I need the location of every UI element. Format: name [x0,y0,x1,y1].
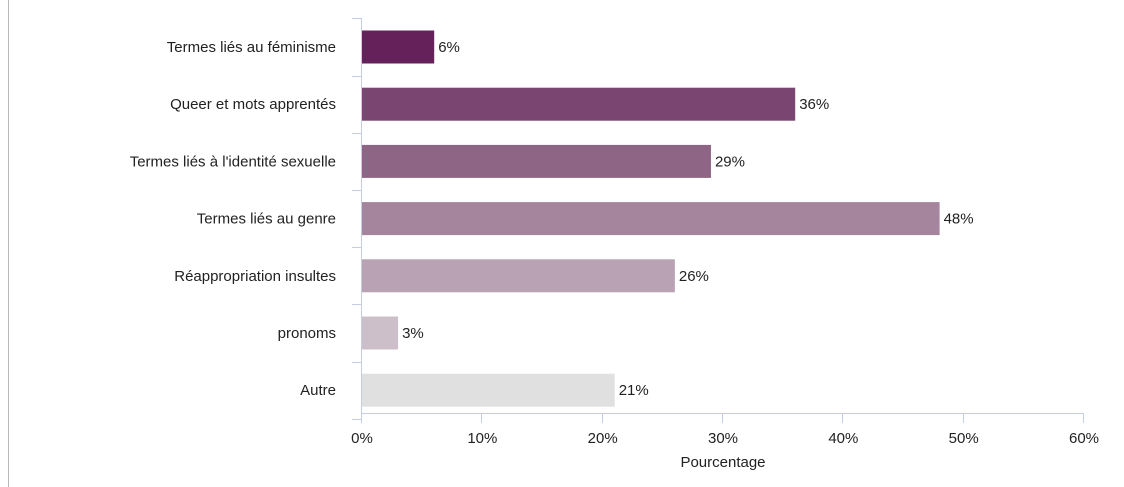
axes-group [352,18,1084,423]
category-label: Termes liés au féminisme [167,39,336,56]
bar [362,87,796,121]
category-label: Termes liés au genre [197,211,336,228]
x-tick-label: 40% [828,430,858,447]
bar [362,202,940,236]
frame-left-border [8,0,9,487]
category-label: Queer et mots apprentés [170,96,336,113]
x-tick-label: 50% [949,430,979,447]
category-label: Termes liés à l'identité sexuelle [130,153,336,170]
bar [362,259,675,293]
bar [362,144,711,178]
category-label: Réappropriation insultes [174,268,336,285]
bar [362,316,399,350]
data-label: 21% [619,382,649,399]
x-tick-label: 0% [351,430,373,447]
x-tick-label: 30% [708,430,738,447]
bar [362,30,435,64]
category-label: Autre [300,382,336,399]
labels-group: 0% 10% 20% 30% 40% 50% 60% Termes liés au fémin… [130,39,1099,447]
data-label: 26% [679,268,709,285]
data-label: 3% [402,325,424,342]
data-label: 29% [715,153,745,170]
data-label: 36% [799,96,829,113]
data-label: 48% [944,211,974,228]
x-tick-label: 60% [1069,430,1099,447]
x-tick-label: 20% [588,430,618,447]
category-label: pronoms [278,325,336,342]
x-axis-title: Pourcentage [680,454,765,471]
x-tick-label: 10% [467,430,497,447]
bars-group [362,30,940,407]
data-label: 6% [438,39,460,56]
bar [362,373,615,407]
